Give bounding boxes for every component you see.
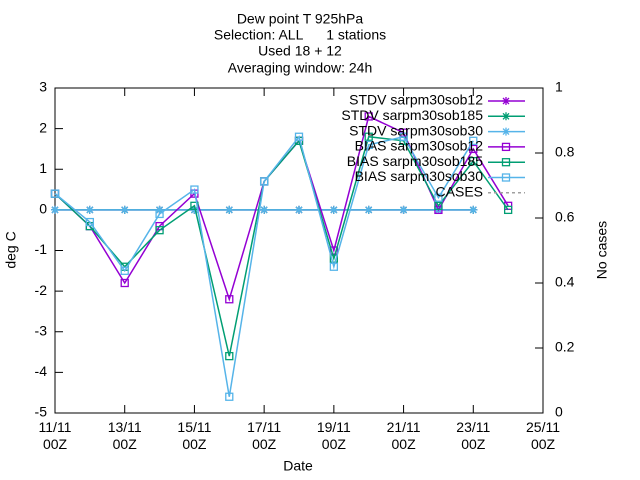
point bbox=[50, 189, 60, 198]
point bbox=[501, 158, 511, 167]
legend-label: BIAS sarpm30sob30 bbox=[355, 168, 484, 184]
y-tick-label: -1 bbox=[35, 241, 48, 257]
point bbox=[364, 132, 373, 141]
point bbox=[399, 132, 408, 141]
x-tick-label: 23/11 00Z bbox=[456, 419, 491, 452]
y-tick-label: 3 bbox=[39, 79, 47, 95]
x-tick-label: 17/11 00Z bbox=[247, 419, 282, 452]
point bbox=[364, 112, 373, 121]
y-axis-label: deg C bbox=[3, 231, 19, 268]
legend-label: STDV sarpm30sob12 bbox=[349, 92, 483, 108]
point bbox=[434, 201, 443, 210]
point bbox=[329, 205, 338, 214]
y-tick-label: 0 bbox=[39, 201, 47, 217]
point bbox=[329, 254, 339, 263]
point bbox=[155, 226, 164, 235]
point bbox=[225, 205, 234, 214]
chart-subtitle: Averaging window: 24h bbox=[228, 60, 373, 76]
y2-tick-label: 1 bbox=[555, 79, 563, 95]
point bbox=[120, 205, 129, 214]
x-tick-label: 11/11 00Z bbox=[38, 419, 72, 452]
y-tick-label: -2 bbox=[35, 282, 48, 298]
x-tick-label: 21/11 00Z bbox=[386, 419, 421, 452]
point bbox=[225, 392, 234, 401]
point bbox=[259, 177, 269, 186]
x-tick-label: 19/11 00Z bbox=[316, 419, 351, 452]
y-tick-label: 1 bbox=[39, 160, 47, 176]
y-tick-label: -5 bbox=[35, 404, 48, 420]
point bbox=[120, 266, 129, 275]
legend-label: STDV sarpm30sob185 bbox=[341, 107, 483, 123]
point bbox=[399, 205, 408, 214]
y2-tick-label: 0.8 bbox=[555, 144, 575, 160]
point bbox=[469, 144, 478, 154]
point bbox=[294, 132, 304, 141]
point bbox=[503, 205, 513, 215]
point bbox=[155, 209, 164, 219]
y2-tick-label: 0.2 bbox=[555, 339, 575, 355]
point bbox=[225, 351, 234, 361]
point bbox=[329, 262, 339, 271]
y2-tick-label: 0.6 bbox=[555, 209, 575, 225]
point bbox=[329, 246, 339, 255]
point bbox=[85, 205, 94, 214]
point bbox=[434, 193, 443, 202]
point bbox=[469, 156, 478, 166]
chart-title: Dew point T 925hPa bbox=[237, 11, 364, 27]
point bbox=[225, 295, 234, 304]
point bbox=[85, 217, 95, 227]
y2-tick-label: 0 bbox=[555, 404, 563, 420]
chart-subtitle: Selection: ALL 1 stations bbox=[214, 27, 386, 43]
point bbox=[190, 201, 199, 210]
point bbox=[469, 136, 478, 145]
y-tick-label: 2 bbox=[39, 119, 47, 135]
point bbox=[260, 205, 269, 214]
point bbox=[120, 278, 129, 288]
point bbox=[190, 185, 199, 194]
x-tick-label: 13/11 00Z bbox=[107, 419, 142, 452]
point bbox=[469, 205, 478, 214]
point bbox=[501, 142, 511, 152]
chart-subtitle: Used 18 + 12 bbox=[258, 43, 342, 59]
point bbox=[364, 140, 373, 150]
legend-label: CASES bbox=[436, 184, 483, 200]
legend-label: STDV sarpm30sob30 bbox=[349, 122, 483, 138]
point bbox=[295, 205, 303, 214]
y-tick-label: -4 bbox=[35, 363, 48, 379]
y2-axis-label: No cases bbox=[594, 221, 610, 279]
legend-label: BIAS sarpm30sob12 bbox=[355, 138, 484, 154]
x-tick-label: 15/11 00Z bbox=[177, 419, 212, 452]
point bbox=[364, 205, 373, 214]
x-tick-label: 25/11 00Z bbox=[526, 419, 560, 452]
point bbox=[502, 127, 510, 136]
series-line bbox=[54, 135, 474, 397]
point bbox=[502, 97, 510, 105]
y-tick-label: -3 bbox=[35, 322, 48, 338]
point bbox=[501, 173, 511, 182]
point bbox=[502, 112, 510, 121]
x-axis-label: Date bbox=[283, 458, 313, 474]
point bbox=[51, 205, 59, 214]
legend-label: BIAS sarpm30sob185 bbox=[347, 153, 483, 169]
y2-tick-label: 0.4 bbox=[555, 274, 575, 290]
